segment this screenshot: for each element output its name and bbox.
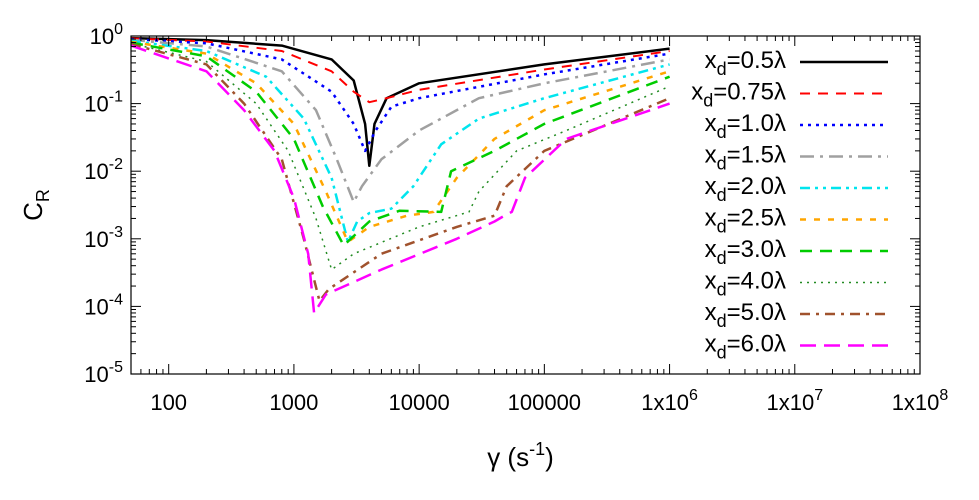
x-axis-title: γ (s-1) [487,439,554,472]
legend-label-base: x [705,142,717,169]
y-tick-label-sup: -4 [109,291,123,308]
x-tick-label: 1x108 [892,387,949,415]
x-tick-label-sup: 6 [689,387,698,404]
series-line [130,41,671,247]
y-tick-label-base: 10 [84,294,108,319]
y-axis-title-base: C [18,202,48,221]
legend-label-sub: d [703,91,713,111]
legend-label-base: x [705,173,717,200]
x-tick-label-base: 100 [150,390,187,415]
legend-label: xd=2.0λ [705,173,786,205]
legend-label-sub: d [717,217,727,237]
legend-label-base: x [691,79,703,106]
legend-label-base: x [705,110,717,137]
legend-label-base: x [705,47,717,74]
y-tick-label-sup: -2 [109,156,123,173]
legend-label-sub: d [717,185,727,205]
legend-label-sub: d [717,122,727,142]
legend-label-sub: d [717,343,727,363]
x-tick-label-base: 1x10 [766,390,814,415]
legend-label-sub: d [717,154,727,174]
legend-label-base: x [705,299,717,326]
legend-label-tail: =0.5λ [727,47,786,74]
y-tick-label-sup: -1 [109,89,123,106]
y-tick-label-sup: -3 [109,224,123,241]
series-line [130,42,670,271]
legend-label-tail: =0.75λ [713,79,786,106]
x-tick-label: 1x106 [641,387,698,415]
legend-label-sub: d [717,59,727,79]
series-line [130,37,670,104]
legend-label-tail: =2.0λ [727,173,786,200]
legend-label-tail: =2.5λ [727,205,786,232]
legend-label: xd=0.75λ [691,79,786,111]
legend-label: xd=1.0λ [705,110,786,142]
x-tick-labels: 100 1000 10000 100000 1x106 1x107 1x108 [150,387,948,415]
legend-label-tail: =1.0λ [727,110,786,137]
series-line [130,36,670,168]
y-tick-label: 100 [90,21,123,49]
y-axis-title-sub: R [33,189,53,202]
x-tick-label: 1x107 [766,387,823,415]
x-tick-label-base: 100000 [508,390,581,415]
x-tick-label-sup: 8 [939,387,948,404]
legend-label-base: x [705,205,717,232]
legend-label-base: x [705,268,717,295]
series-line [130,44,671,315]
x-tick-label-sup: 7 [814,387,823,404]
legend-label: xd=3.0λ [705,236,786,268]
x-tick-label: 100000 [508,390,581,415]
x-tick-label-base: 1000 [269,390,318,415]
legend-label: xd=4.0λ [705,268,786,300]
legend-label: xd=5.0λ [705,299,786,331]
y-tick-label-base: 10 [84,92,108,117]
x-axis-title-sup: -1 [529,439,545,459]
y-tick-label-base: 10 [84,227,108,252]
legend-label: xd=2.5λ [705,205,786,237]
plot-frame [130,35,921,375]
x-tick-label-base: 1x10 [641,390,689,415]
x-tick-label: 10000 [389,390,450,415]
legend-label-tail: =3.0λ [727,236,786,263]
x-tick-label: 100 [150,390,187,415]
series-line [130,39,670,244]
y-tick-label-sup: -5 [109,359,123,376]
y-tick-label-sup: 0 [114,21,123,38]
y-tick-label: 10-5 [84,359,123,387]
y-tick-label: 10-2 [84,156,123,184]
x-tick-label-base: 10000 [389,390,450,415]
y-tick-label: 10-3 [84,224,123,252]
legend-label-tail: =6.0λ [727,331,786,358]
legend-label-sub: d [717,280,727,300]
y-tick-label-base: 10 [84,159,108,184]
x-axis-title-tail: ) [545,442,554,472]
y-tick-label-base: 10 [84,362,108,387]
x-tick-label: 1000 [269,390,318,415]
x-axis-title-base: γ (s [487,442,529,472]
x-tick-label-base: 1x10 [892,390,940,415]
series-lines [130,36,671,315]
legend-label: xd=1.5λ [705,142,786,174]
legend-label-tail: =1.5λ [727,142,786,169]
y-axis-title: CR [18,189,53,221]
series-line [130,40,670,244]
y-tick-label: 10-1 [84,89,123,117]
y-tick-label: 10-4 [84,291,123,319]
legend: xd=0.5λxd=0.75λxd=1.0λxd=1.5λxd=2.0λxd=2… [691,47,888,363]
y-tick-label-base: 10 [90,24,114,49]
legend-label: xd=0.5λ [705,47,786,79]
legend-label-sub: d [717,311,727,331]
legend-label-sub: d [717,248,727,268]
legend-label: xd=6.0λ [705,331,786,363]
legend-label-tail: =5.0λ [727,299,786,326]
legend-label-base: x [705,331,717,358]
legend-label-base: x [705,236,717,263]
series-line [130,42,671,303]
legend-label-tail: =4.0λ [727,268,786,295]
series-line [130,37,670,153]
